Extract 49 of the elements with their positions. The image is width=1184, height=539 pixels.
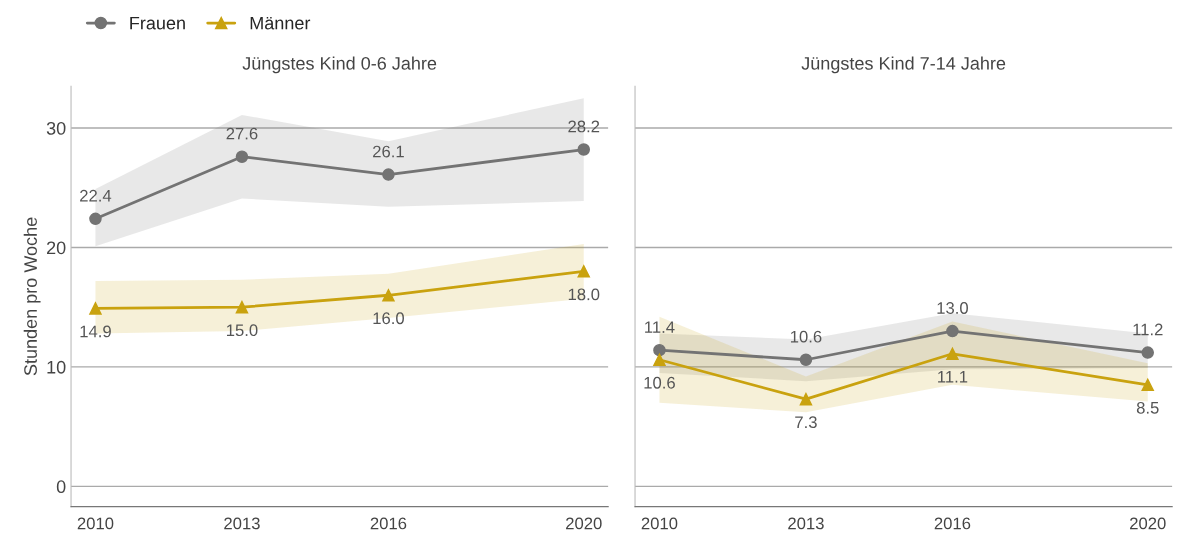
chart-title: Jüngstes Kind 7-14 Jahre: [801, 56, 1006, 74]
point: [799, 353, 813, 367]
y-tick-label: 20: [47, 241, 66, 255]
data-label: 10.6: [644, 376, 675, 389]
data-label: 13.0: [937, 302, 968, 314]
data-label: 28.2: [568, 120, 600, 133]
point: [946, 324, 959, 338]
point: [799, 392, 813, 406]
data-label: 7.3: [795, 416, 817, 429]
point: [235, 150, 249, 163]
x-tick-label: 2013: [224, 517, 260, 530]
chart-title: Jüngstes Kind 0-6 Jahre: [242, 56, 437, 74]
y-tick-label: 10: [47, 360, 66, 374]
data-label: 10.6: [790, 330, 822, 343]
x-tick-label: 2016: [370, 517, 407, 530]
point: [382, 168, 395, 181]
data-label: 11.1: [938, 371, 968, 383]
data-label: 26.1: [373, 145, 404, 158]
y-tick-label: 0: [56, 480, 66, 494]
data-label: 11.4: [645, 321, 675, 333]
y-axis-title: Stunden pro Woche: [23, 217, 41, 376]
point: [89, 302, 102, 315]
x-tick-label: 2013: [788, 517, 824, 530]
x-tick-label: 2010: [641, 517, 678, 530]
point: [653, 343, 666, 357]
data-label: 16.0: [373, 312, 404, 325]
data-label: 15.0: [227, 324, 258, 337]
data-label: 8.5: [1136, 401, 1159, 414]
point: [946, 347, 959, 361]
y-tick-label: 30: [46, 121, 66, 135]
data-label: 14.9: [80, 325, 111, 338]
point: [382, 289, 395, 302]
point: [577, 265, 591, 278]
data-label: 27.6: [226, 127, 258, 140]
x-tick-label: 2020: [1130, 517, 1166, 530]
x-tick-label: 2016: [934, 517, 971, 530]
point: [235, 300, 249, 314]
point: [653, 353, 666, 367]
point: [89, 212, 102, 226]
point: [577, 143, 591, 156]
data-label: 18.0: [568, 288, 600, 301]
x-tick-label: 2010: [77, 517, 114, 530]
legend-label: Frauen: [130, 16, 185, 30]
point: [1141, 346, 1154, 359]
point: [1141, 378, 1154, 392]
x-tick-label: 2020: [566, 517, 602, 530]
data-label: 22.4: [80, 189, 112, 202]
legend-label: Männer: [250, 16, 311, 30]
data-label: 11.2: [1133, 323, 1163, 336]
